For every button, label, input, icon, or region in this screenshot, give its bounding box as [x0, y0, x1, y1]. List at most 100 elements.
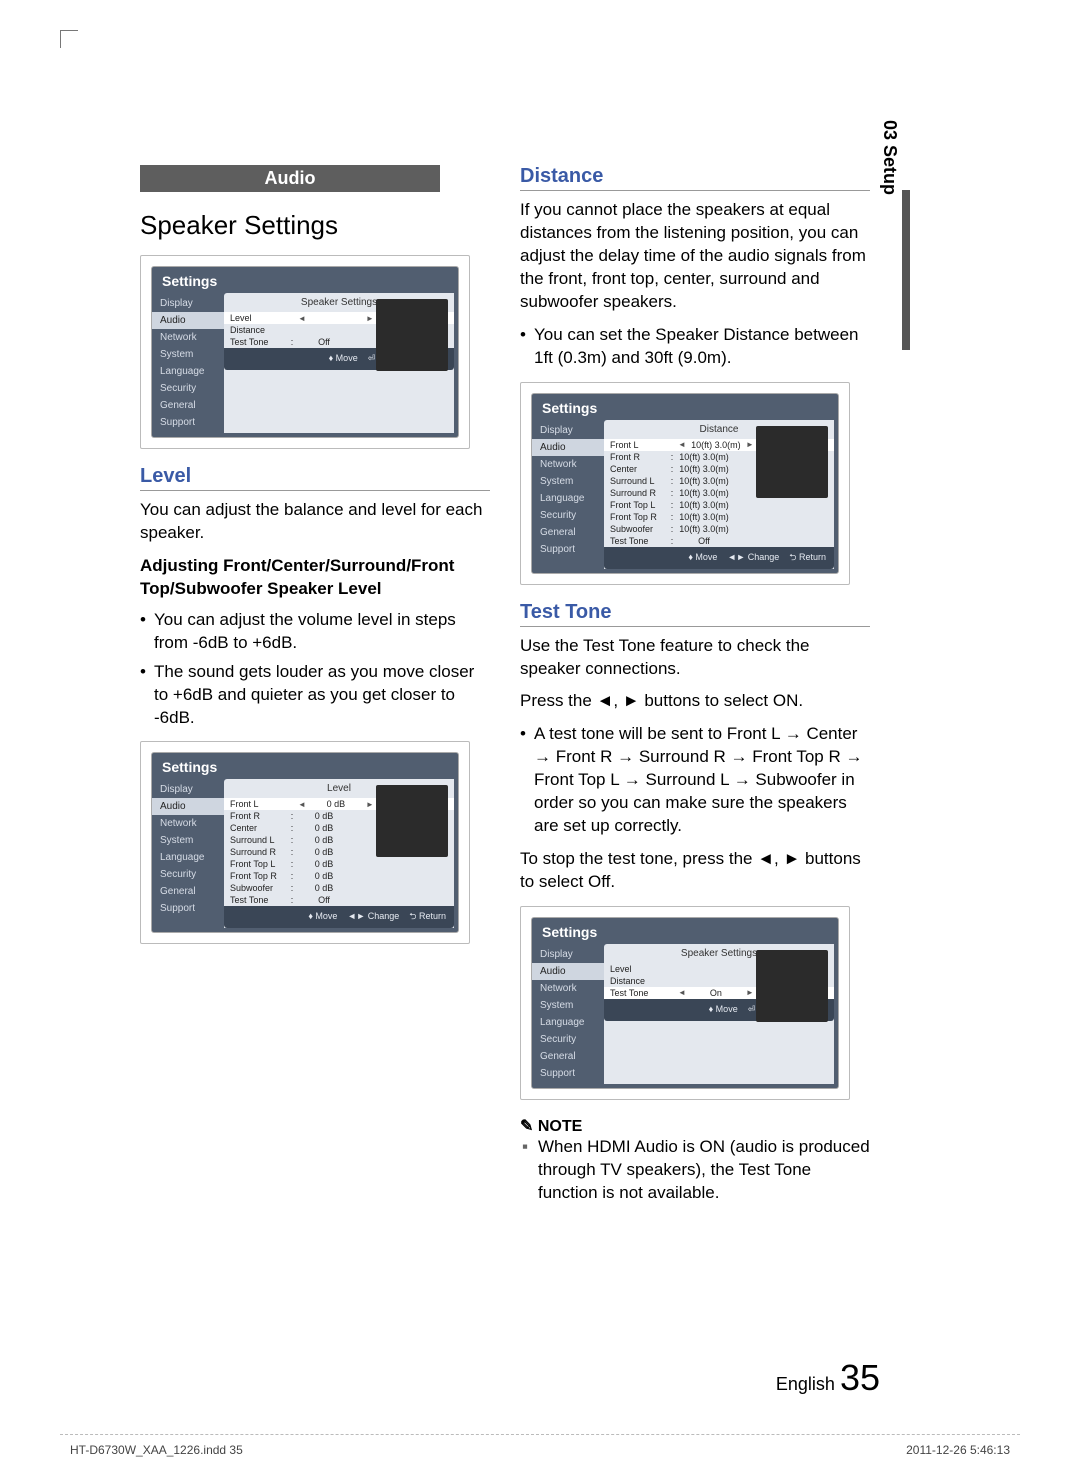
- left-column: Audio Speaker Settings Settings DisplayA…: [140, 165, 490, 1205]
- ui-sidebar-item[interactable]: Support: [532, 1065, 604, 1082]
- ui-setting-row[interactable]: Test Tone:Off: [224, 894, 454, 906]
- ui-window-title: Settings: [152, 753, 458, 779]
- ui-sidebar-item[interactable]: Network: [152, 329, 224, 346]
- ui-setting-row[interactable]: Front Top L:0 dB: [224, 858, 454, 870]
- ui-setting-value: 0 dB: [296, 871, 352, 881]
- ui-sidebar: DisplayAudioNetworkSystemLanguageSecurit…: [152, 779, 224, 932]
- ui-colon: :: [288, 337, 296, 347]
- right-arrow-icon[interactable]: ►: [364, 800, 376, 809]
- ui-main-panel: Distance Front L◄10(ft) 3.0(m)►Front R:1…: [604, 420, 834, 569]
- ui-setting-value: Off: [296, 895, 352, 905]
- screenshot-distance: Settings DisplayAudioNetworkSystemLangua…: [520, 382, 850, 585]
- ui-sidebar-item[interactable]: Support: [152, 414, 224, 431]
- ui-sidebar-item[interactable]: General: [532, 524, 604, 541]
- note-header: NOTE: [520, 1116, 870, 1136]
- ui-sidebar-item[interactable]: Audio: [152, 798, 224, 815]
- ui-setting-label: Test Tone: [230, 895, 288, 905]
- ui-preview-image: [756, 426, 828, 498]
- ui-colon: :: [288, 883, 296, 893]
- heading-test-tone: Test Tone: [520, 601, 870, 627]
- ui-setting-label: Front Top L: [230, 859, 288, 869]
- ui-sidebar-item[interactable]: System: [532, 997, 604, 1014]
- ui-setting-label: Subwoofer: [230, 883, 288, 893]
- ui-setting-label: Front R: [610, 452, 668, 462]
- ui-sidebar-item[interactable]: Display: [532, 946, 604, 963]
- ui-setting-label: Front Top R: [610, 512, 668, 522]
- ui-colon: :: [668, 476, 676, 486]
- level-bullet-2: The sound gets louder as you move closer…: [140, 661, 490, 730]
- ui-setting-label: Surround R: [230, 847, 288, 857]
- ui-colon: :: [668, 512, 676, 522]
- left-arrow-icon[interactable]: ◄: [676, 440, 688, 449]
- ui-sidebar-item[interactable]: Security: [532, 1031, 604, 1048]
- screenshot-speaker-settings-2: Settings DisplayAudioNetworkSystemLangua…: [520, 906, 850, 1100]
- ui-setting-value: 0 dB: [296, 835, 352, 845]
- ui-colon: :: [288, 871, 296, 881]
- right-column: Distance If you cannot place the speaker…: [520, 165, 870, 1205]
- ui-setting-row[interactable]: Test Tone:Off: [604, 535, 834, 547]
- ui-sidebar-item[interactable]: Network: [532, 456, 604, 473]
- level-description: You can adjust the balance and level for…: [140, 499, 490, 545]
- ui-footer-hint: ♦ Move: [329, 353, 358, 363]
- ui-setting-row[interactable]: Subwoofer:10(ft) 3.0(m): [604, 523, 834, 535]
- ui-sidebar-item[interactable]: Support: [532, 541, 604, 558]
- ui-sidebar-item[interactable]: Audio: [532, 439, 604, 456]
- ui-sidebar-item[interactable]: Network: [532, 980, 604, 997]
- ui-sidebar-item[interactable]: Display: [532, 422, 604, 439]
- ui-sidebar-item[interactable]: Security: [152, 380, 224, 397]
- ui-setting-value: 0 dB: [296, 859, 352, 869]
- ui-sidebar-item[interactable]: General: [152, 397, 224, 414]
- right-arrow-icon[interactable]: ►: [364, 314, 376, 323]
- ui-sidebar-item[interactable]: General: [532, 1048, 604, 1065]
- right-arrow-icon[interactable]: ►: [744, 988, 756, 997]
- ui-sidebar: DisplayAudioNetworkSystemLanguageSecurit…: [152, 293, 224, 437]
- ui-sidebar-item[interactable]: Language: [152, 849, 224, 866]
- ui-sidebar-item[interactable]: System: [152, 832, 224, 849]
- left-arrow-icon[interactable]: ◄: [296, 800, 308, 809]
- ui-preview-image: [756, 950, 828, 1022]
- ui-colon: :: [668, 500, 676, 510]
- ui-sidebar-item[interactable]: Language: [152, 363, 224, 380]
- crop-mark: [60, 30, 78, 48]
- ui-sidebar-item[interactable]: System: [152, 346, 224, 363]
- ui-setting-value: 10(ft) 3.0(m): [676, 488, 732, 498]
- ui-colon: :: [288, 835, 296, 845]
- page-number-value: 35: [840, 1357, 880, 1398]
- ui-sidebar-item[interactable]: Security: [152, 866, 224, 883]
- ui-sidebar-item[interactable]: Network: [152, 815, 224, 832]
- ui-colon: :: [668, 524, 676, 534]
- ui-setting-row[interactable]: Front Top R:10(ft) 3.0(m): [604, 511, 834, 523]
- ui-sidebar-item[interactable]: Language: [532, 490, 604, 507]
- ui-setting-row[interactable]: Subwoofer:0 dB: [224, 882, 454, 894]
- ui-footer-hint: ♦ Move: [308, 911, 337, 921]
- ui-sidebar-item[interactable]: Security: [532, 507, 604, 524]
- ui-sidebar-item[interactable]: Audio: [532, 963, 604, 980]
- ui-sidebar: DisplayAudioNetworkSystemLanguageSecurit…: [532, 420, 604, 573]
- note-bullet-1: When HDMI Audio is ON (audio is produced…: [520, 1136, 870, 1205]
- left-arrow-icon[interactable]: ◄: [676, 988, 688, 997]
- ui-sidebar-item[interactable]: Display: [152, 781, 224, 798]
- screenshot-level: Settings DisplayAudioNetworkSystemLangua…: [140, 741, 470, 944]
- page-content: Audio Speaker Settings Settings DisplayA…: [140, 165, 870, 1205]
- ui-footer-hint: ♦ Move: [709, 1004, 738, 1014]
- ui-setting-label: Front Top R: [230, 871, 288, 881]
- ui-setting-value: 10(ft) 3.0(m): [676, 500, 732, 510]
- ui-window-title: Settings: [152, 267, 458, 293]
- ui-sidebar-item[interactable]: Display: [152, 295, 224, 312]
- ui-sidebar-item[interactable]: Support: [152, 900, 224, 917]
- distance-description: If you cannot place the speakers at equa…: [520, 199, 870, 314]
- ui-footer-hint: ⮌ Return: [409, 911, 446, 921]
- left-arrow-icon[interactable]: ◄: [296, 314, 308, 323]
- ui-setting-value: 10(ft) 3.0(m): [676, 524, 732, 534]
- ui-setting-row[interactable]: Front Top R:0 dB: [224, 870, 454, 882]
- ui-sidebar-item[interactable]: General: [152, 883, 224, 900]
- ui-setting-label: Test Tone: [230, 337, 288, 347]
- right-arrow-icon[interactable]: ►: [744, 440, 756, 449]
- ui-sidebar-item[interactable]: System: [532, 473, 604, 490]
- ui-setting-label: Center: [610, 464, 668, 474]
- ui-sidebar-item[interactable]: Language: [532, 1014, 604, 1031]
- ui-setting-row[interactable]: Front Top L:10(ft) 3.0(m): [604, 499, 834, 511]
- ui-setting-value: 10(ft) 3.0(m): [676, 452, 732, 462]
- ui-sidebar-item[interactable]: Audio: [152, 312, 224, 329]
- ui-colon: :: [668, 464, 676, 474]
